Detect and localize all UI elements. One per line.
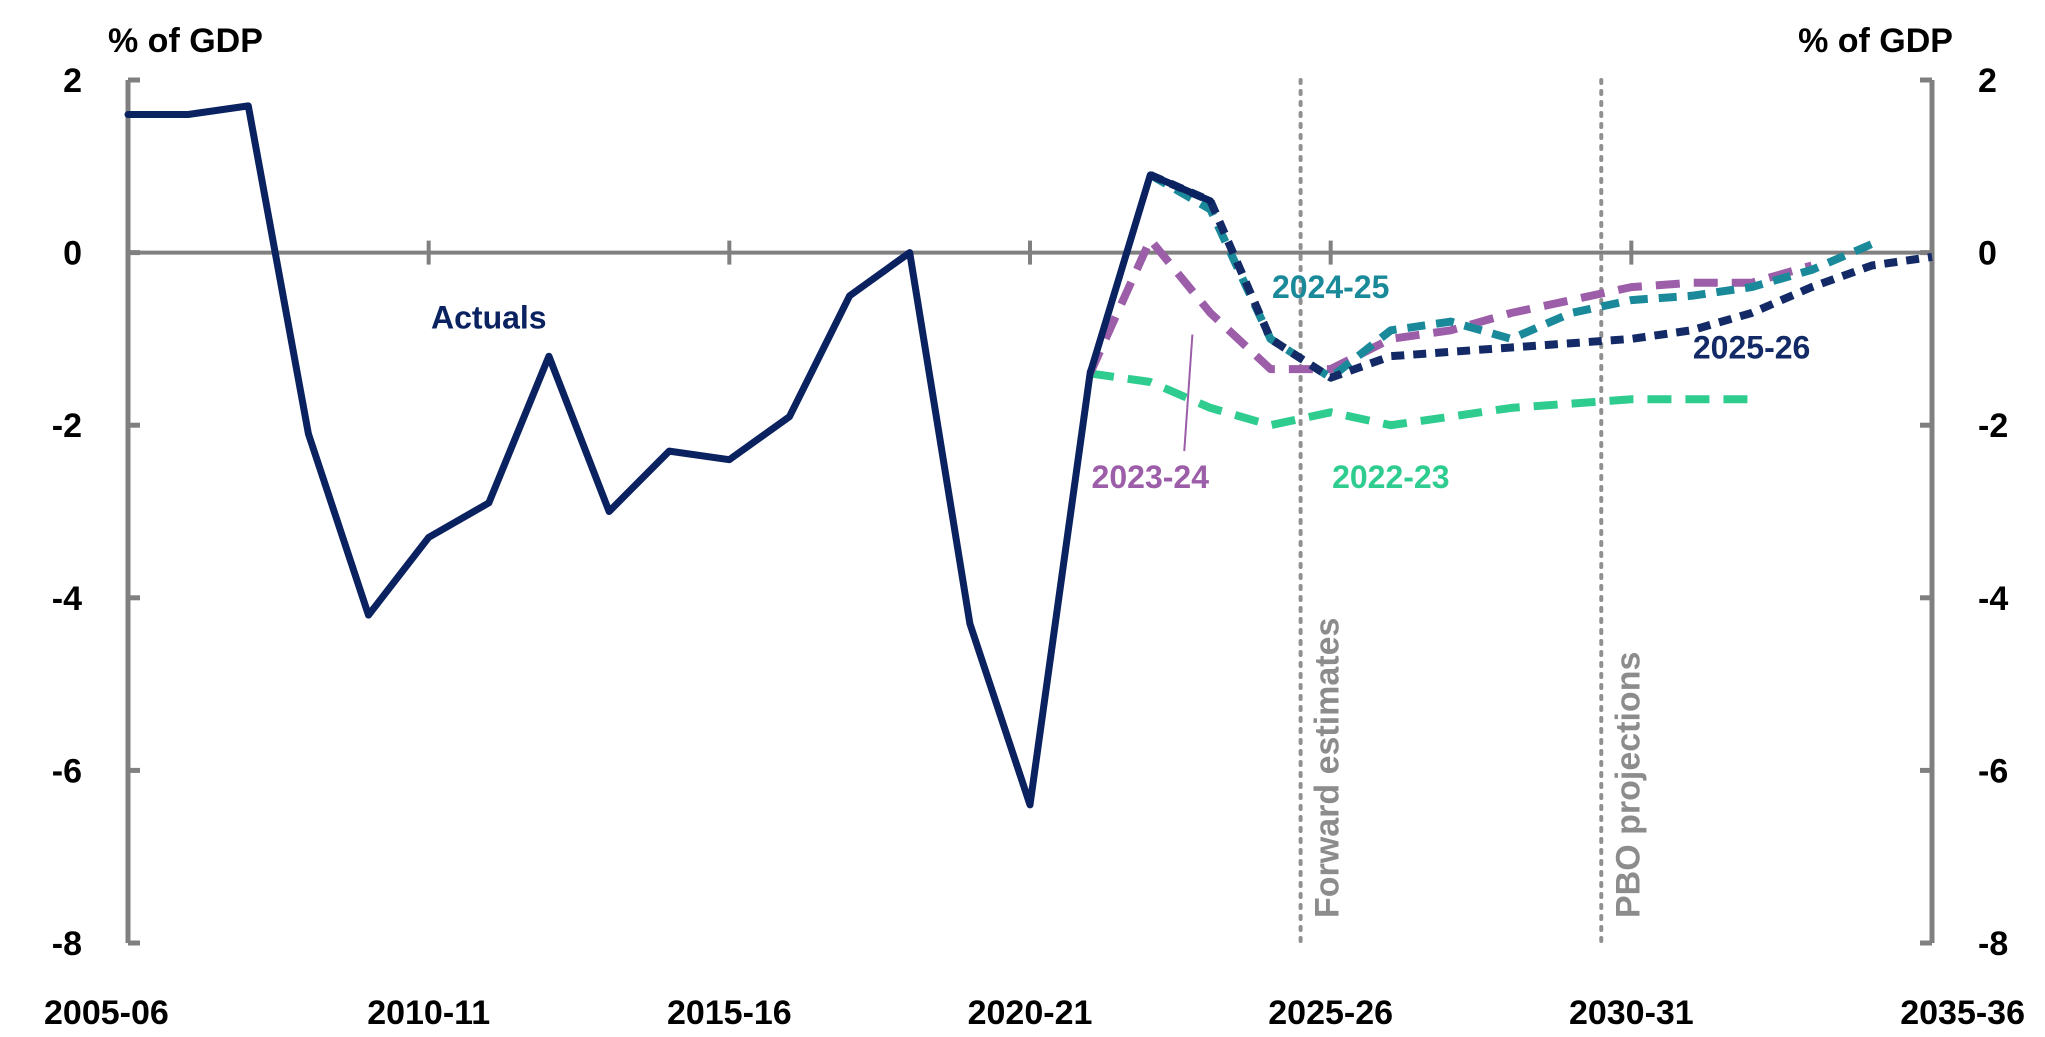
- series-lines: [124, 102, 1933, 809]
- series-line-s2025_26: [1148, 171, 1933, 382]
- series-line-s2024_25: [1148, 171, 1874, 382]
- y-tick-label-left: 0: [63, 235, 82, 273]
- y-tick-label-right: 0: [1978, 235, 1997, 273]
- series-label-s2024_25: 2024-25: [1272, 269, 1389, 305]
- y-tick-label-left: 2: [63, 62, 82, 100]
- x-tick-label: 2020-21: [968, 994, 1093, 1032]
- y-tick-label-left: -6: [52, 752, 82, 790]
- y-tick-label-left: -2: [52, 407, 82, 445]
- x-tick-label: 2015-16: [667, 994, 792, 1032]
- axes: 2 2 0 0 -2 -2 -4 -4 -6 -6 -8 -8 2005-06 2010-11 2015-1…: [44, 62, 2025, 1032]
- leader-line-2023-24: [1183, 334, 1194, 452]
- series-label-actuals: Actuals: [431, 299, 547, 335]
- vline-label: Forward estimates: [1309, 618, 1347, 918]
- series-line-s2023_24: [1086, 235, 1813, 376]
- vline-label: PBO projections: [1609, 652, 1647, 918]
- y-unit-left: % of GDP: [108, 22, 263, 60]
- y-unit-right: % of GDP: [1798, 22, 1953, 60]
- y-tick-label-right: 2: [1978, 62, 1997, 100]
- y-tick-label-left: -4: [52, 580, 82, 618]
- x-tick-label: 2030-31: [1569, 994, 1694, 1032]
- y-tick-label-left: -8: [52, 925, 82, 963]
- x-tick-label: 2005-06: [44, 994, 169, 1032]
- y-tick-label-right: -8: [1978, 925, 2008, 963]
- series-label-s2023_24: 2023-24: [1092, 459, 1210, 495]
- x-tick-label: 2035-36: [1900, 994, 2025, 1032]
- series-line-s2022_23: [1089, 369, 1752, 430]
- series-label-s2025_26: 2025-26: [1693, 330, 1810, 366]
- vertical-markers: Forward estimates PBO projections: [1298, 78, 1647, 945]
- x-tick-label: 2025-26: [1268, 994, 1393, 1032]
- series-annotations: Actuals 2024-25 2025-26 2023-24 2022-23: [431, 269, 1810, 495]
- y-tick-label-right: -2: [1978, 407, 2008, 445]
- y-tick-label-right: -6: [1978, 752, 2008, 790]
- series-line-actuals: [124, 102, 1214, 809]
- x-tick-label: 2010-11: [367, 994, 490, 1032]
- y-tick-label-right: -4: [1978, 580, 2008, 618]
- series-label-s2022_23: 2022-23: [1332, 459, 1449, 495]
